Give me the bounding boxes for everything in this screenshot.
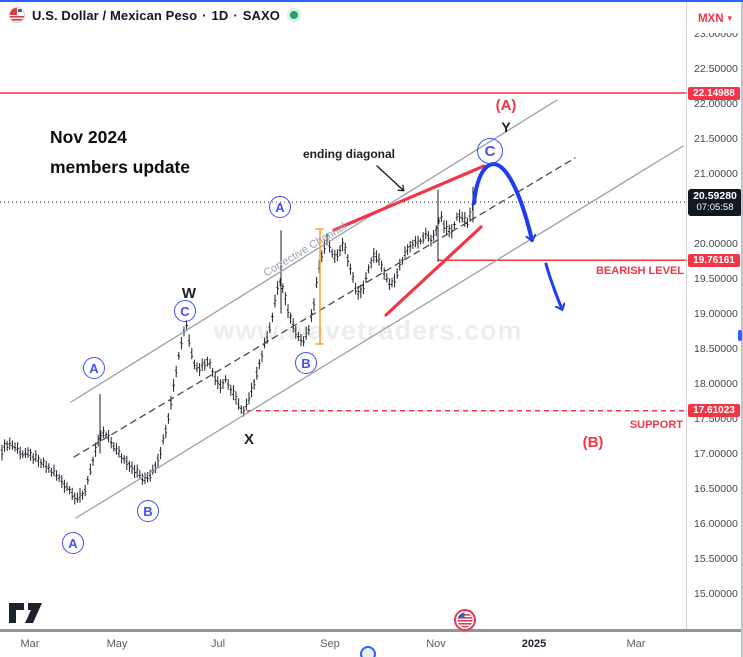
interval-label[interactable]: 1D <box>211 7 229 23</box>
price-tick: 22.50000 <box>694 62 738 75</box>
time-axis-label: Nov <box>426 638 446 650</box>
chart-bottom-divider <box>0 629 743 632</box>
note-line-1: Nov 2024 <box>50 127 127 147</box>
price-chart-canvas[interactable] <box>0 0 686 630</box>
scroll-indicator <box>738 330 742 341</box>
price-tick: 16.50000 <box>694 482 738 495</box>
price-tick: 20.00000 <box>694 237 738 250</box>
time-axis-label: Sep <box>320 638 340 650</box>
time-axis-label: 2025 <box>521 638 547 650</box>
channel-lower-line[interactable] <box>75 145 684 519</box>
projection-arc-arrow[interactable] <box>472 161 532 240</box>
symbol-title[interactable]: U.S. Dollar / Mexican Peso <box>32 7 198 23</box>
title-separator: · <box>233 7 238 23</box>
price-tick: 21.00000 <box>694 167 738 180</box>
event-marker-partial-icon[interactable] <box>360 646 376 657</box>
currency-label: MXN <box>697 12 724 25</box>
time-axis-label: Mar <box>626 638 646 650</box>
channel-upper-line[interactable] <box>70 99 558 403</box>
wave-A-red[interactable]: (A) <box>495 97 517 114</box>
wave-label-B[interactable]: B <box>295 352 317 374</box>
market-open-status-dot <box>289 11 298 19</box>
price-tick: 15.00000 <box>694 587 738 600</box>
median-dashed-line[interactable] <box>73 157 576 458</box>
price-bar-ticks <box>0 203 474 501</box>
note-line-2: members update <box>50 157 191 177</box>
wedge-upper-redline[interactable] <box>332 164 486 232</box>
members-update-note[interactable]: Nov 2024 members update <box>50 122 190 182</box>
wave-label-A[interactable]: A <box>62 532 84 554</box>
price-tick: 19.00000 <box>694 307 738 320</box>
continuation-arrow[interactable] <box>544 262 562 309</box>
usdmxn-flag-icon <box>9 7 25 23</box>
price-bars <box>1 186 474 505</box>
window-top-accent <box>0 0 743 2</box>
support-price-badge: 17.61023 <box>688 404 740 418</box>
price-tick: 21.50000 <box>694 132 738 145</box>
price-tick: 22.00000 <box>694 97 738 110</box>
wedge-lower-redline[interactable] <box>384 225 483 317</box>
chevron-down-icon: ▾ <box>727 13 733 23</box>
price-axis[interactable]: 23.00000 22.50000 22.00000 21.50000 21.00000… <box>686 0 743 657</box>
wave-B-red[interactable]: (B) <box>582 434 604 451</box>
price-tick: 18.00000 <box>694 377 738 390</box>
support-label[interactable]: SUPPORT <box>629 419 683 431</box>
last-price-value: 20.59280 <box>693 190 737 202</box>
wave-Y[interactable]: Y <box>501 119 511 135</box>
bearish-level-label[interactable]: BEARISH LEVEL <box>595 265 684 277</box>
exchange-label[interactable]: SAXO <box>242 7 280 23</box>
wave-label-C[interactable]: C <box>174 300 196 322</box>
resistance-price-badge: 22.14988 <box>688 86 740 100</box>
title-separator: · <box>202 7 207 23</box>
price-tick: 16.00000 <box>694 517 738 530</box>
last-price-badge: 20.59280 07:05:58 <box>688 188 742 216</box>
price-tick: 15.50000 <box>694 552 738 565</box>
tradingview-logo[interactable] <box>8 601 48 627</box>
bearish-price-badge: 19.76161 <box>688 253 740 267</box>
wave-X[interactable]: X <box>243 431 255 448</box>
wave-label-B[interactable]: B <box>137 500 159 522</box>
time-axis-label: Mar <box>20 638 40 650</box>
wave-label-A[interactable]: A <box>269 196 291 218</box>
time-axis-label: May <box>106 638 128 650</box>
wave-label-A[interactable]: A <box>83 357 105 379</box>
price-tick: 17.00000 <box>694 447 738 460</box>
time-axis-label: Jul <box>210 638 226 650</box>
price-tick: 19.50000 <box>694 272 738 285</box>
bar-close-countdown: 07:05:58 <box>696 202 734 213</box>
ending-diagonal-pointer-arrow[interactable] <box>376 165 403 190</box>
chart-legend[interactable]: U.S. Dollar / Mexican Peso · 1D · SAXO <box>0 2 298 28</box>
us-economic-event-icon[interactable] <box>454 609 476 631</box>
measure-line-orange[interactable] <box>315 228 324 345</box>
wave-label-C[interactable]: C <box>477 138 503 164</box>
price-tick: 18.50000 <box>694 342 738 355</box>
wave-W[interactable]: W <box>181 285 197 302</box>
ending-diagonal-label[interactable]: ending diagonal <box>303 147 395 161</box>
currency-selector-button[interactable]: MXN ▾ <box>690 4 740 33</box>
window-right-edge <box>741 0 743 657</box>
